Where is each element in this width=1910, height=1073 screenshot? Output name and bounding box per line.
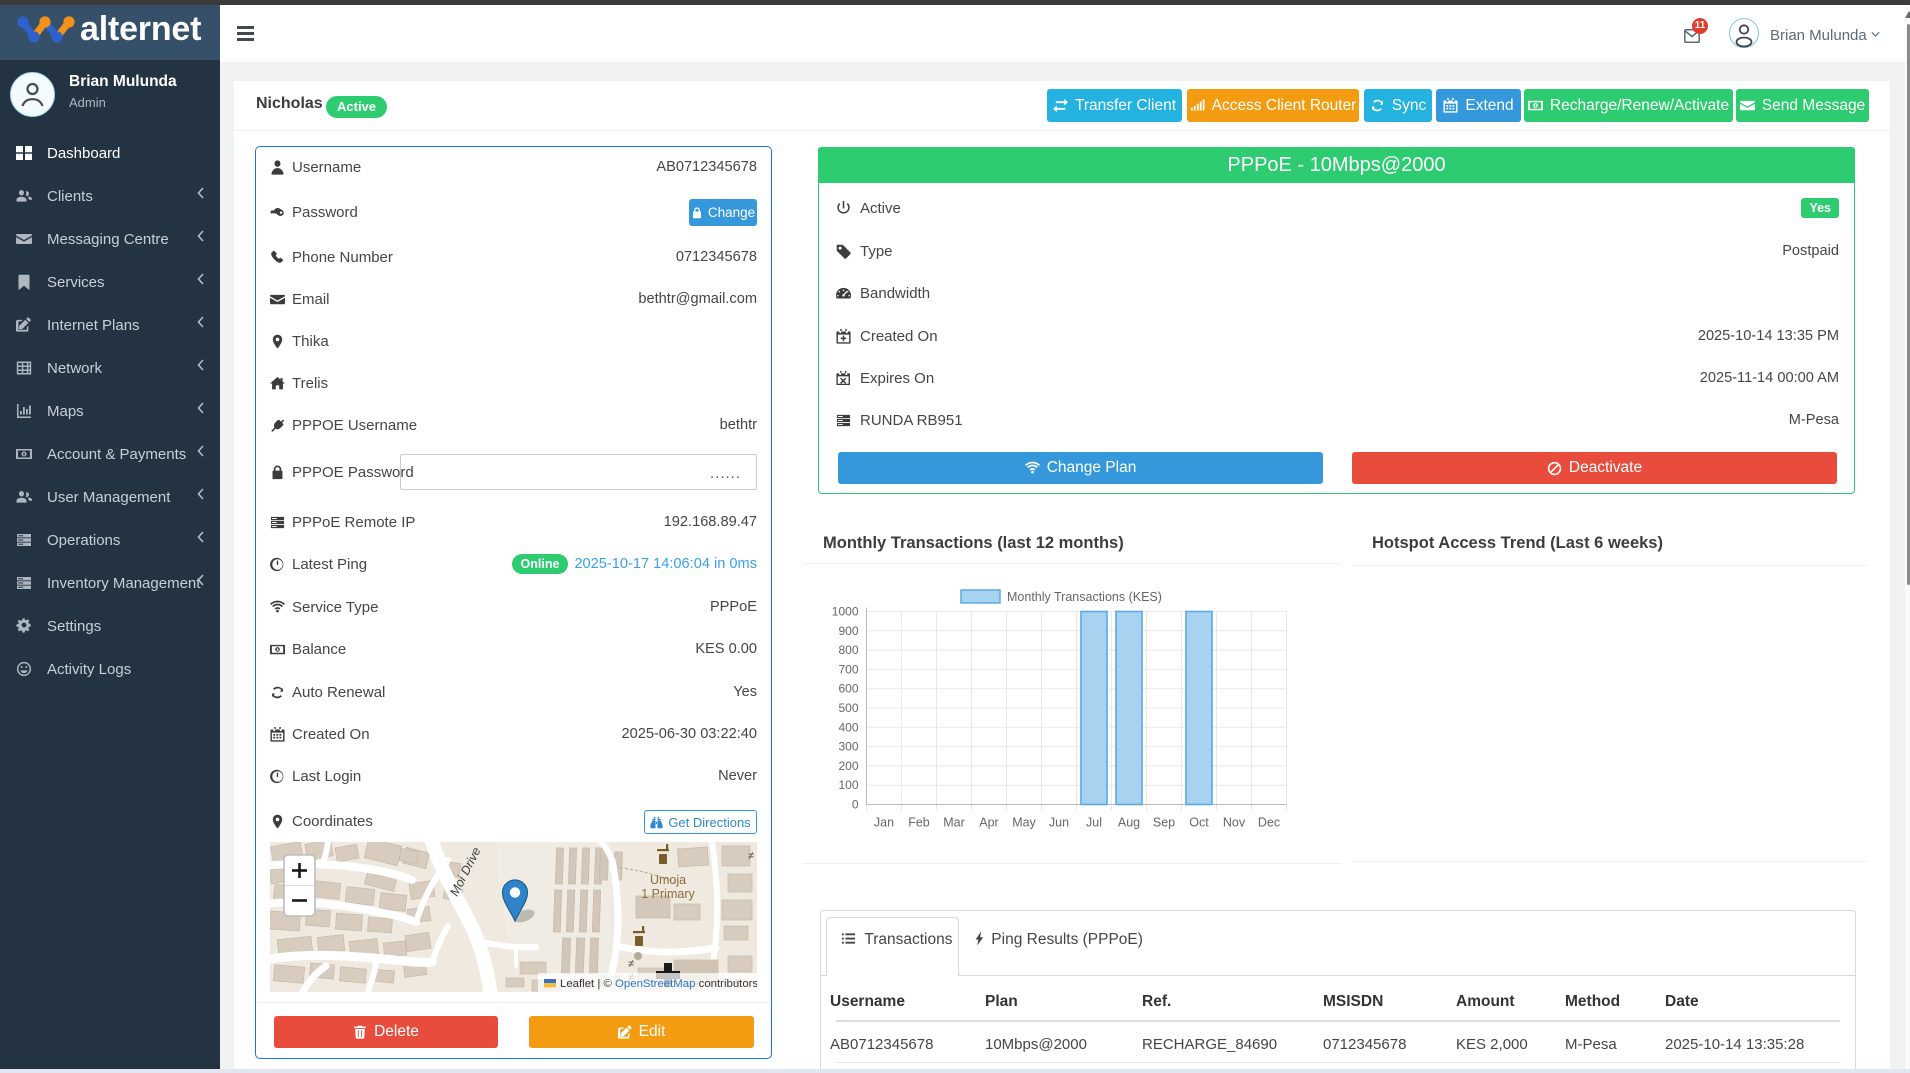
svg-text:200: 200 [838,759,858,773]
svg-text:700: 700 [838,662,858,676]
svg-text:1 Primary: 1 Primary [641,887,695,901]
svg-text:Mar: Mar [943,816,965,830]
svg-text:600: 600 [838,682,858,696]
svg-text:≠: ≠ [628,958,634,970]
svg-text:100: 100 [838,778,858,792]
svg-text:0: 0 [852,798,859,812]
svg-text:Aug: Aug [1118,816,1140,830]
svg-text:Jun: Jun [1049,816,1069,830]
svg-text:Monthly Transactions (KES): Monthly Transactions (KES) [1007,590,1162,604]
svg-text:Sep: Sep [1153,816,1175,830]
svg-text:Apr: Apr [979,816,998,830]
svg-text:900: 900 [838,624,858,638]
svg-text:Oct: Oct [1189,816,1209,830]
svg-text:Nov: Nov [1223,816,1246,830]
svg-text:Feb: Feb [908,816,930,830]
svg-text:300: 300 [838,740,858,754]
svg-text:Jul: Jul [1086,816,1102,830]
svg-text:Jan: Jan [874,816,894,830]
svg-text:1000: 1000 [832,605,859,619]
svg-text:400: 400 [838,720,858,734]
svg-text:May: May [1012,816,1036,830]
svg-text:Leaflet | © OpenStreetMap cont: Leaflet | © OpenStreetMap contributors [560,978,757,990]
svg-text:Dec: Dec [1258,816,1280,830]
svg-text:≠: ≠ [748,850,754,862]
svg-text:800: 800 [838,643,858,657]
svg-text:Umoja: Umoja [650,873,686,887]
svg-text:500: 500 [838,701,858,715]
